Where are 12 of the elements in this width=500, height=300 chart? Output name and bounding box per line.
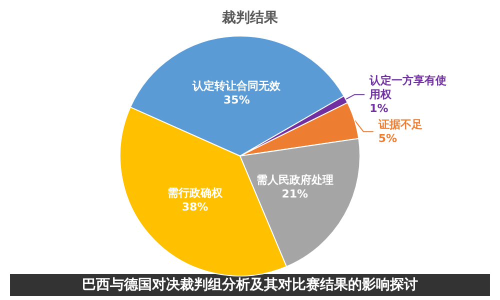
data-label: 1% [370,102,388,116]
slice-label: 认定一方享有使用权 [368,74,447,102]
data-label: 5% [378,132,398,146]
slice-label: 需人民政府处理 [256,173,334,186]
data-label: 38% [182,200,208,214]
chart-title: 裁判结果 [221,10,279,26]
slice-label: 认定转让合同无效 [192,80,282,93]
slice-label: 需行政确权 [167,186,224,200]
slice-label: 证据不足 [377,118,422,132]
data-label: 21% [282,187,308,200]
data-label: 35% [224,94,250,107]
text: 巴西与德国对决裁判组分析及其对比赛结果的影响探讨 [82,276,418,293]
